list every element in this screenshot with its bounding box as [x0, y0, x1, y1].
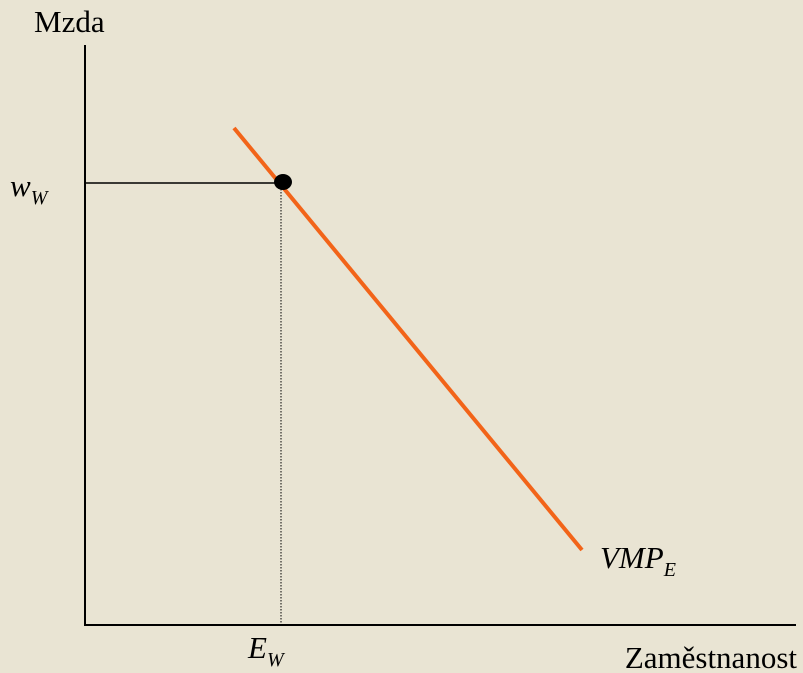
curve-main: VMP: [600, 540, 664, 575]
x-axis-label: Zaměstnanost: [625, 640, 798, 673]
employment-label: EW: [247, 630, 286, 671]
curve-label: VMPE: [600, 540, 676, 581]
wage-label: wW: [10, 168, 50, 209]
employment-sub: W: [267, 649, 286, 671]
y-axis-label: Mzda: [34, 4, 105, 39]
curve-sub: E: [663, 559, 676, 581]
equilibrium-point: [274, 174, 292, 190]
employment-main: E: [247, 630, 267, 665]
wage-sub: W: [31, 187, 50, 209]
wage-main: w: [10, 168, 31, 203]
vmp-curve: [232, 126, 584, 552]
